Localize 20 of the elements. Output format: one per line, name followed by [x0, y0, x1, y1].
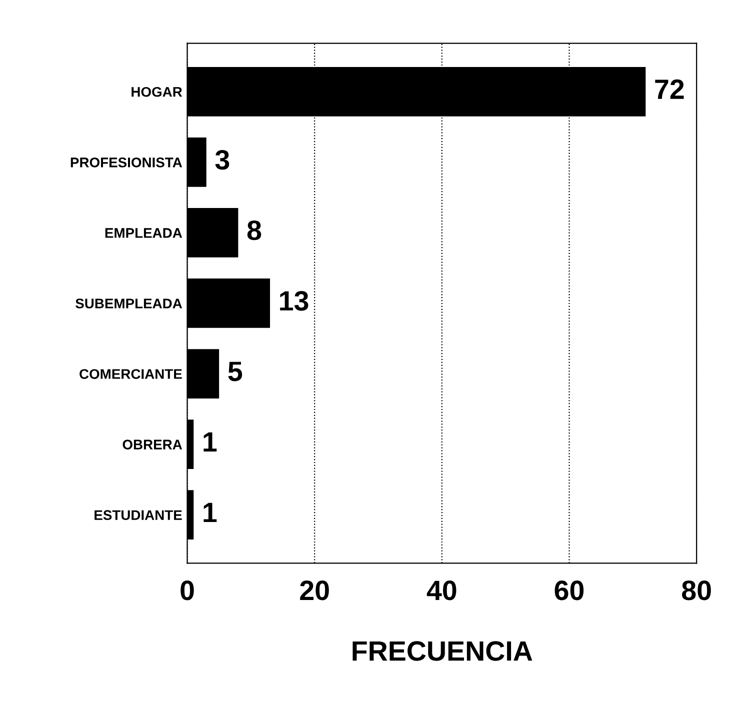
data-label: 13: [280, 291, 308, 311]
y-tick-label: OBRERA: [122, 440, 182, 450]
x-tick-label: 0: [180, 580, 194, 600]
data-label: 1: [204, 432, 217, 452]
x-axis-title: FRECUENCIA: [352, 641, 532, 661]
y-tick-label: EMPLEADA: [105, 228, 182, 238]
x-tick-label: 80: [682, 580, 711, 600]
y-tick-label: PROFESIONISTA: [70, 158, 182, 168]
data-label: 1: [204, 502, 217, 522]
y-tick-label: COMERCIANTE: [80, 369, 182, 379]
y-tick-label: SUBEMPLEADA: [76, 298, 182, 308]
x-tick-label: 20: [300, 580, 329, 600]
x-tick-label: 40: [426, 580, 456, 600]
x-tick-label: 60: [554, 580, 584, 600]
y-tick-label: ESTUDIANTE: [94, 510, 182, 520]
data-label: 5: [228, 362, 242, 382]
data-label: 8: [247, 220, 262, 240]
y-tick-label: HOGAR: [132, 86, 182, 97]
data-label: 72: [655, 79, 684, 99]
data-label: 3: [215, 150, 230, 170]
